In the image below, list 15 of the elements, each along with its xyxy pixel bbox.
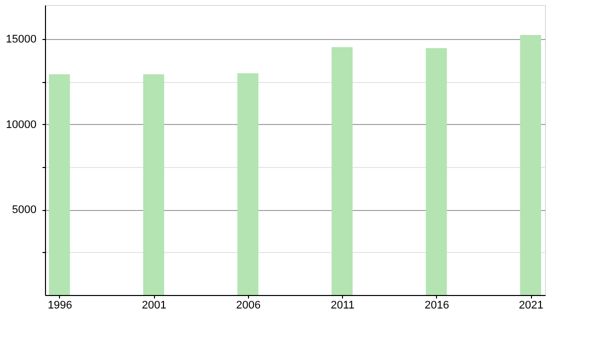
x-tick-label: 2016 (424, 300, 450, 312)
y-tick-label: 10000 (6, 118, 36, 131)
y-tick-label: 15000 (6, 34, 36, 46)
bar (48, 74, 70, 295)
x-tick-label: 2021 (518, 300, 544, 312)
x-tick-label: 2006 (236, 300, 261, 312)
bar (237, 73, 258, 295)
bar (143, 74, 164, 295)
x-tick-label: 2011 (330, 300, 354, 312)
bar (520, 35, 542, 295)
y-tick-label: 5000 (12, 204, 36, 216)
bar (426, 48, 447, 295)
x-tick-label: 1996 (48, 300, 72, 312)
x-tick-label: 2001 (142, 300, 166, 312)
bar (332, 47, 353, 295)
